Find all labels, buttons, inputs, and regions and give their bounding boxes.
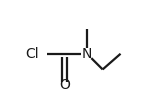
Text: O: O bbox=[59, 78, 70, 92]
Text: Cl: Cl bbox=[25, 47, 39, 61]
Text: N: N bbox=[82, 47, 92, 61]
